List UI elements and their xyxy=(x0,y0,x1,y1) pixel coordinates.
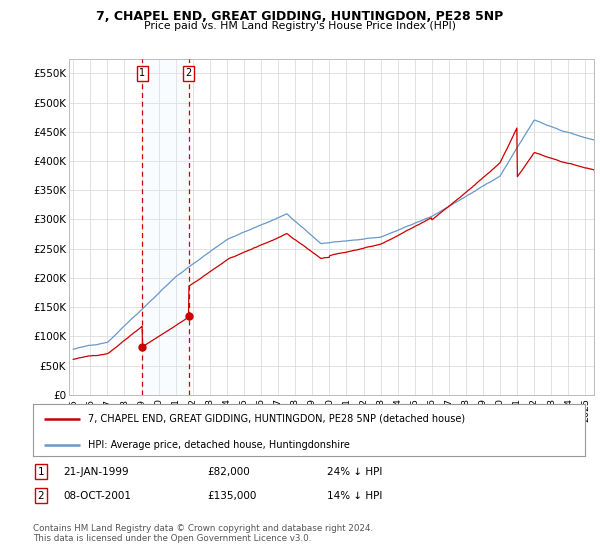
Text: 2: 2 xyxy=(37,491,44,501)
Text: Contains HM Land Registry data © Crown copyright and database right 2024.
This d: Contains HM Land Registry data © Crown c… xyxy=(33,524,373,543)
Text: 1: 1 xyxy=(139,68,145,78)
Text: 7, CHAPEL END, GREAT GIDDING, HUNTINGDON, PE28 5NP (detached house): 7, CHAPEL END, GREAT GIDDING, HUNTINGDON… xyxy=(88,414,466,424)
Text: HPI: Average price, detached house, Huntingdonshire: HPI: Average price, detached house, Hunt… xyxy=(88,440,350,450)
Text: 24% ↓ HPI: 24% ↓ HPI xyxy=(327,466,382,477)
Bar xyxy=(142,59,189,395)
Text: 7, CHAPEL END, GREAT GIDDING, HUNTINGDON, PE28 5NP: 7, CHAPEL END, GREAT GIDDING, HUNTINGDON… xyxy=(97,10,503,23)
Text: 08-OCT-2001: 08-OCT-2001 xyxy=(63,491,131,501)
Text: 14% ↓ HPI: 14% ↓ HPI xyxy=(327,491,382,501)
Text: Price paid vs. HM Land Registry's House Price Index (HPI): Price paid vs. HM Land Registry's House … xyxy=(144,21,456,31)
Text: 21-JAN-1999: 21-JAN-1999 xyxy=(63,466,128,477)
Text: £82,000: £82,000 xyxy=(207,466,250,477)
Text: 2: 2 xyxy=(186,68,192,78)
Text: 1: 1 xyxy=(37,466,44,477)
Text: £135,000: £135,000 xyxy=(207,491,256,501)
